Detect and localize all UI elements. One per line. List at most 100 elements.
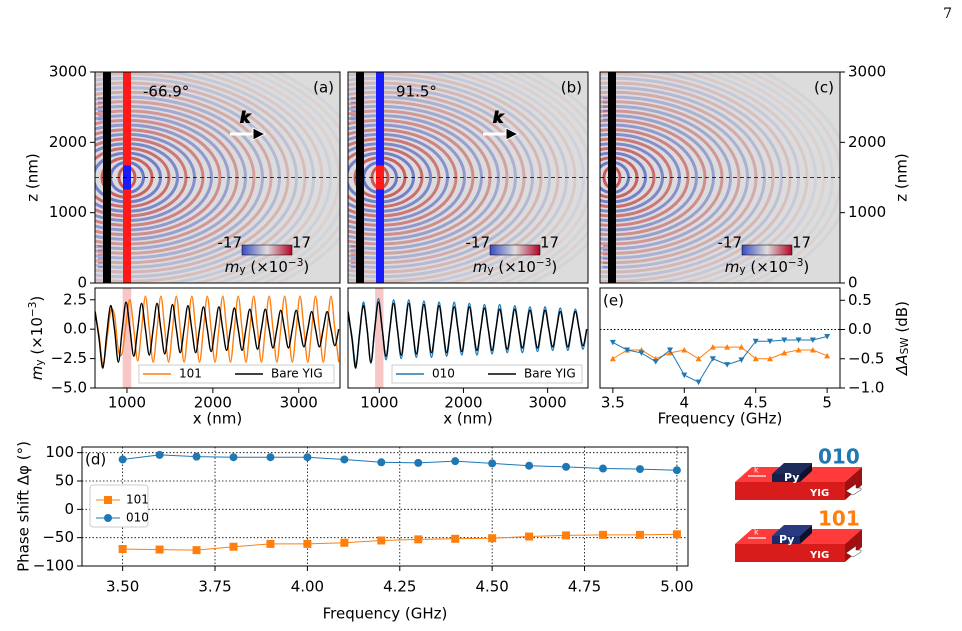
plot-area [82, 447, 688, 566]
marker [695, 355, 702, 362]
series-line [122, 454, 677, 471]
marker [781, 337, 788, 344]
x-tick-label: 5 [822, 394, 832, 412]
marker [377, 458, 386, 467]
edge-wave [351, 257, 356, 260]
y-tick-label: 0 [848, 274, 858, 292]
edge-wave [603, 261, 608, 264]
edge-wave [98, 257, 103, 260]
marker [624, 347, 631, 353]
edge-wave [98, 253, 103, 256]
k-label: k [493, 109, 504, 127]
legend-label: 101 [126, 493, 149, 507]
marker [767, 355, 773, 362]
schematic-label: 101 [818, 507, 860, 531]
edge-wave [351, 245, 356, 248]
marker [451, 457, 460, 466]
y-tick-label: 2000 [49, 133, 87, 151]
marker [599, 464, 608, 473]
edge-wave [98, 109, 103, 112]
marker [414, 535, 423, 544]
y-tick-label: 3000 [848, 63, 886, 81]
marker [638, 350, 645, 356]
edge-wave [98, 105, 103, 108]
label-part: (×10 [746, 258, 788, 276]
y-tick-label: −0.5 [848, 349, 884, 367]
marker [488, 534, 497, 543]
schematic-101: k Py YIG 101 [735, 507, 862, 562]
marker [525, 461, 534, 470]
panel-label: (a) [313, 79, 334, 97]
frame [599, 71, 841, 284]
legend-label: 101 [179, 367, 202, 381]
colorbar [241, 244, 293, 256]
marker [229, 453, 238, 462]
axis-label: Phase shift Δφ (°) [15, 441, 33, 572]
page-number: 7 [943, 6, 952, 22]
x-tick-label: 4.25 [383, 578, 416, 596]
marker [525, 532, 534, 541]
label-part: y [739, 264, 745, 276]
marker [824, 334, 831, 340]
marker [118, 545, 127, 553]
axis-label: my (×10−3) [27, 296, 46, 380]
marker [795, 337, 802, 344]
x-tick-label: 3.75 [198, 578, 231, 596]
marker [795, 346, 802, 353]
series-line [94, 301, 340, 369]
panel-label: (e) [603, 292, 624, 310]
edge-wave [351, 266, 356, 269]
label-part: −3 [788, 257, 803, 269]
marker [155, 545, 164, 554]
edge-wave [603, 118, 608, 121]
marker [488, 459, 497, 468]
y-tick-label: 3000 [49, 63, 87, 81]
label-part: (×10 [494, 258, 536, 276]
edge-wave [603, 97, 608, 100]
colorbar-tick-label: -17 [718, 234, 743, 252]
marker [635, 530, 644, 539]
x-tick-label: 1000 [360, 394, 398, 412]
edge-wave [98, 101, 103, 104]
marker [609, 355, 616, 362]
wave-front [697, 72, 817, 283]
edge-wave [351, 109, 356, 112]
marker [781, 349, 788, 356]
marker [652, 359, 659, 365]
marker [672, 530, 681, 539]
marker [155, 450, 164, 459]
marker [599, 530, 608, 539]
marker [809, 346, 816, 353]
frame [347, 71, 589, 284]
label-part: SW [899, 337, 911, 355]
frame [347, 287, 589, 389]
edge-wave [351, 118, 356, 121]
marker [303, 539, 312, 548]
edge-wave [351, 97, 356, 100]
marker [377, 536, 386, 545]
y-tick-label: 1000 [49, 203, 87, 221]
frame [81, 446, 689, 567]
x-tick-label: 3000 [280, 394, 318, 412]
y-tick-label: −100 [33, 557, 74, 575]
x-tick-label: 4.75 [568, 578, 601, 596]
edge-wave [351, 114, 356, 117]
edge-wave [603, 257, 608, 260]
stripe-label: Py [784, 471, 799, 484]
marker [266, 539, 275, 548]
edge-wave [603, 109, 608, 112]
wave-front [212, 72, 332, 283]
x-tick-label: 3000 [529, 394, 567, 412]
axis-label: ΔASW (dB) [893, 301, 911, 376]
substrate-label: YIG [809, 488, 829, 499]
marker [752, 338, 759, 345]
marker [709, 344, 716, 350]
x-tick-label: 4 [680, 394, 690, 412]
label-part: y [34, 359, 46, 365]
legend-label: Bare YIG [271, 367, 323, 381]
panel-label: (d) [85, 451, 106, 469]
frame [94, 71, 341, 284]
x-tick-label: 1000 [108, 394, 146, 412]
legend-label: 010 [126, 511, 149, 525]
